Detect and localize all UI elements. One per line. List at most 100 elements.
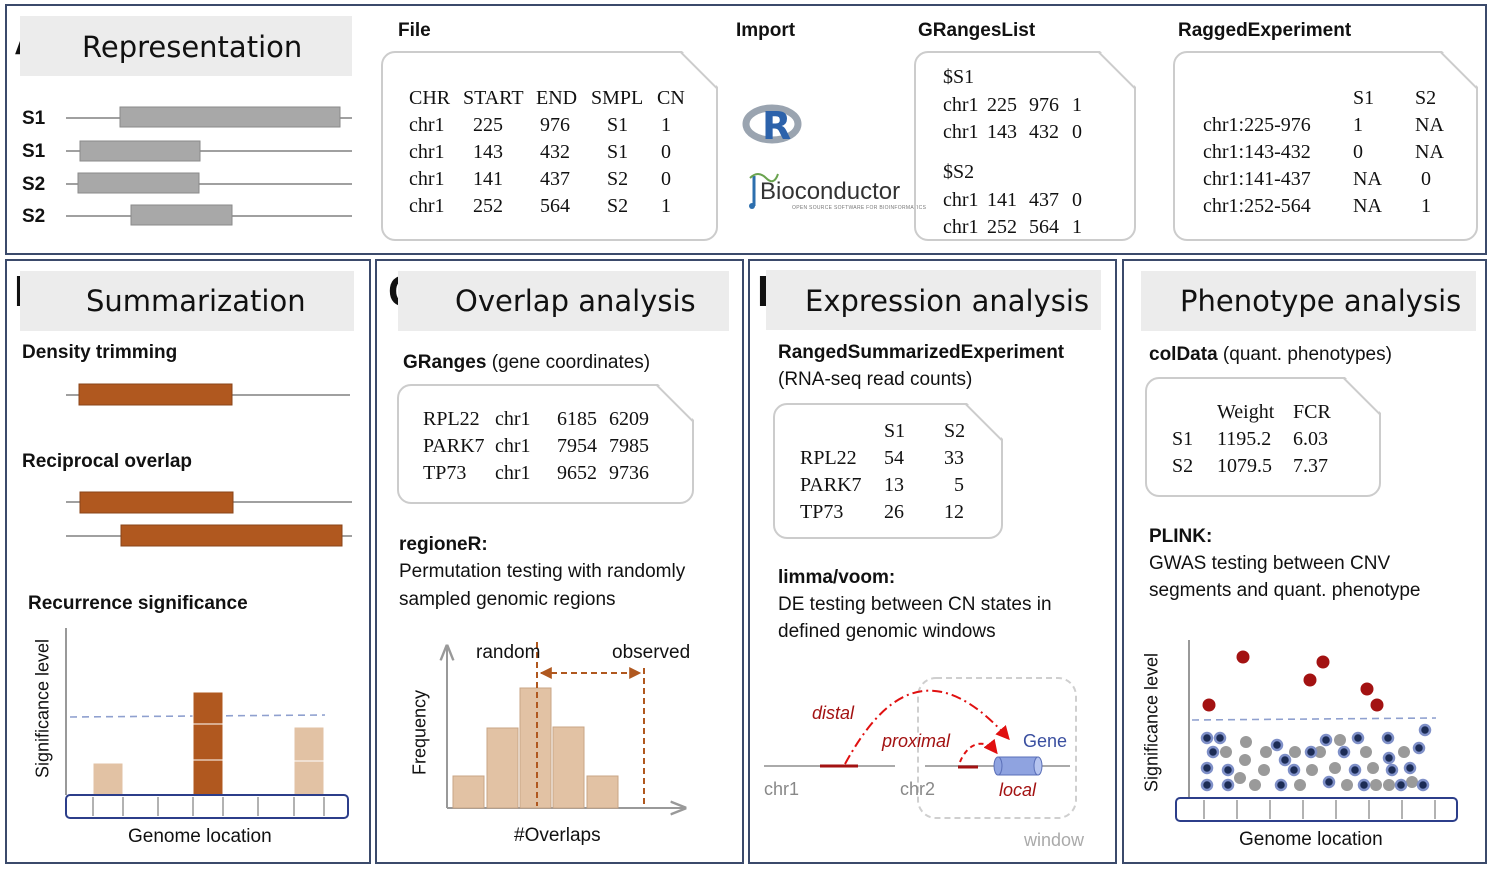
panel-a-title: Representation [82, 30, 303, 64]
window-box [917, 677, 1077, 819]
panel-a-frame [5, 4, 1487, 255]
table-cell: 0 [1353, 141, 1363, 163]
table-cell: 252 [987, 216, 1017, 238]
r-logo-icon [742, 104, 802, 144]
granges-table: RPL22 chr1 6185 6209 PARK7 chr1 7954 7985 TP73… [423, 406, 649, 487]
histogram-bar [519, 687, 552, 809]
segment-bar [119, 106, 341, 128]
histogram-bar [486, 727, 519, 809]
regioner-line2: sampled genomic regions [399, 589, 616, 610]
table-cell: S2 [607, 195, 629, 217]
table-row: PARK7 13 5 [800, 472, 965, 499]
significance-bar [92, 762, 124, 796]
table-row: TP73 chr1 9652 9736 [423, 460, 649, 487]
gwas-point [1416, 778, 1430, 792]
file-header: File [398, 20, 431, 41]
gwas-point [1234, 772, 1246, 784]
table-cell: TP73 [800, 501, 844, 523]
gwas-point [1213, 731, 1227, 745]
panel-d-frame [748, 259, 1117, 864]
reciprocal-label: Reciprocal overlap [22, 451, 193, 472]
gwas-point [1367, 762, 1379, 774]
c-x-axis-label: #Overlaps [514, 825, 601, 846]
table-cell: 6.03 [1293, 428, 1328, 450]
gwas-point [1412, 741, 1426, 755]
table-cell: S2 [1172, 455, 1194, 477]
table-cell: PARK7 [423, 435, 485, 457]
limma-label: limma/voom: [778, 567, 896, 588]
table-cell: CHR [409, 87, 451, 109]
table-cell: 225 [473, 114, 503, 136]
plink-line2: segments and quant. phenotype [1149, 580, 1421, 601]
table-row: chr1:225-976 1 NA [1203, 112, 1444, 139]
table-cell: chr1 [409, 168, 445, 190]
table-cell: 143 [987, 121, 1017, 143]
gwas-point [1274, 778, 1288, 792]
gwas-point [1381, 731, 1395, 745]
table-cell: PARK7 [800, 474, 862, 496]
bioconductor-logo-text: Bioconductor [760, 178, 901, 205]
chr2-label: chr2 [900, 779, 936, 799]
table-cell: S2 [944, 420, 966, 442]
panel-c-frame [375, 259, 744, 864]
gwas-point [1382, 751, 1396, 765]
table-row: S1 S2 [1203, 85, 1444, 112]
panel-e-frame [1122, 259, 1487, 864]
table-cell: 1079.5 [1217, 455, 1272, 477]
table-cell: 252 [473, 195, 503, 217]
panel-c-header [398, 271, 729, 331]
file-document [381, 51, 718, 241]
distal-label: distal [812, 703, 855, 723]
granges-bold: GRanges [403, 352, 487, 373]
table-row: chr1:143-432 0 NA [1203, 139, 1444, 166]
table-cell: Weight [1217, 401, 1275, 423]
limma-line1: DE testing between CN states in [778, 594, 1052, 615]
table-cell: 1 [1421, 195, 1431, 217]
gwas-point [1200, 731, 1214, 745]
window-label: window [1024, 830, 1085, 850]
sample-label: S2 [22, 174, 46, 195]
grl-group-name: $S2 [943, 161, 975, 183]
gwas-point [1294, 779, 1306, 791]
grl-document [914, 51, 1136, 241]
gwas-point [1348, 763, 1362, 777]
regioner-line1: Permutation testing with randomly [399, 561, 686, 582]
table-cell: chr1 [943, 189, 979, 211]
coldata-rest: (quant. phenotypes) [1217, 344, 1392, 365]
segment-bar [79, 140, 201, 162]
table-cell: 7954 [557, 435, 597, 457]
regioner-label: regioneR: [399, 534, 488, 555]
table-cell: SMPL [591, 87, 644, 109]
table-cell: NA [1415, 114, 1444, 136]
table-cell: 6185 [557, 408, 597, 430]
table-cell: 564 [1029, 216, 1059, 238]
gene-cylinder-icon [993, 756, 1043, 776]
bioconductor-tagline: OPEN SOURCE SOFTWARE FOR BIOINFORMATICS [792, 205, 927, 211]
table-cell: S2 [1415, 87, 1437, 109]
proximal-label: proximal [882, 731, 951, 751]
table-row: Weight FCR [1172, 399, 1331, 426]
segment-bar [120, 524, 343, 547]
gwas-point [1370, 779, 1382, 791]
coldata-label: colData (quant. phenotypes) [1149, 344, 1392, 366]
e-x-axis-label: Genome location [1239, 829, 1383, 850]
gwas-point [1403, 761, 1417, 775]
table-cell: 976 [540, 114, 570, 136]
significance-bar [293, 760, 325, 796]
limma-line2: defined genomic windows [778, 621, 996, 642]
segment-bar [77, 172, 200, 194]
density-label: Density trimming [22, 342, 178, 363]
table-cell: 432 [1029, 121, 1059, 143]
e-y-axis-label: Significance level [1141, 652, 1162, 793]
histogram-bar [452, 775, 485, 809]
coldata-bold: colData [1149, 344, 1218, 365]
recurrence-label: Recurrence significance [28, 593, 248, 614]
table-cell: TP73 [423, 462, 467, 484]
table-cell: chr1:141-437 [1203, 168, 1311, 190]
panel-e-title: Phenotype analysis [1180, 284, 1462, 318]
table-row: RPL22 54 33 [800, 445, 965, 472]
table-cell: S1 [1353, 87, 1375, 109]
gwas-point-significant [1370, 698, 1384, 712]
rse-label: RangedSummarizedExperiment [778, 342, 1065, 363]
gwas-point [1398, 746, 1410, 758]
